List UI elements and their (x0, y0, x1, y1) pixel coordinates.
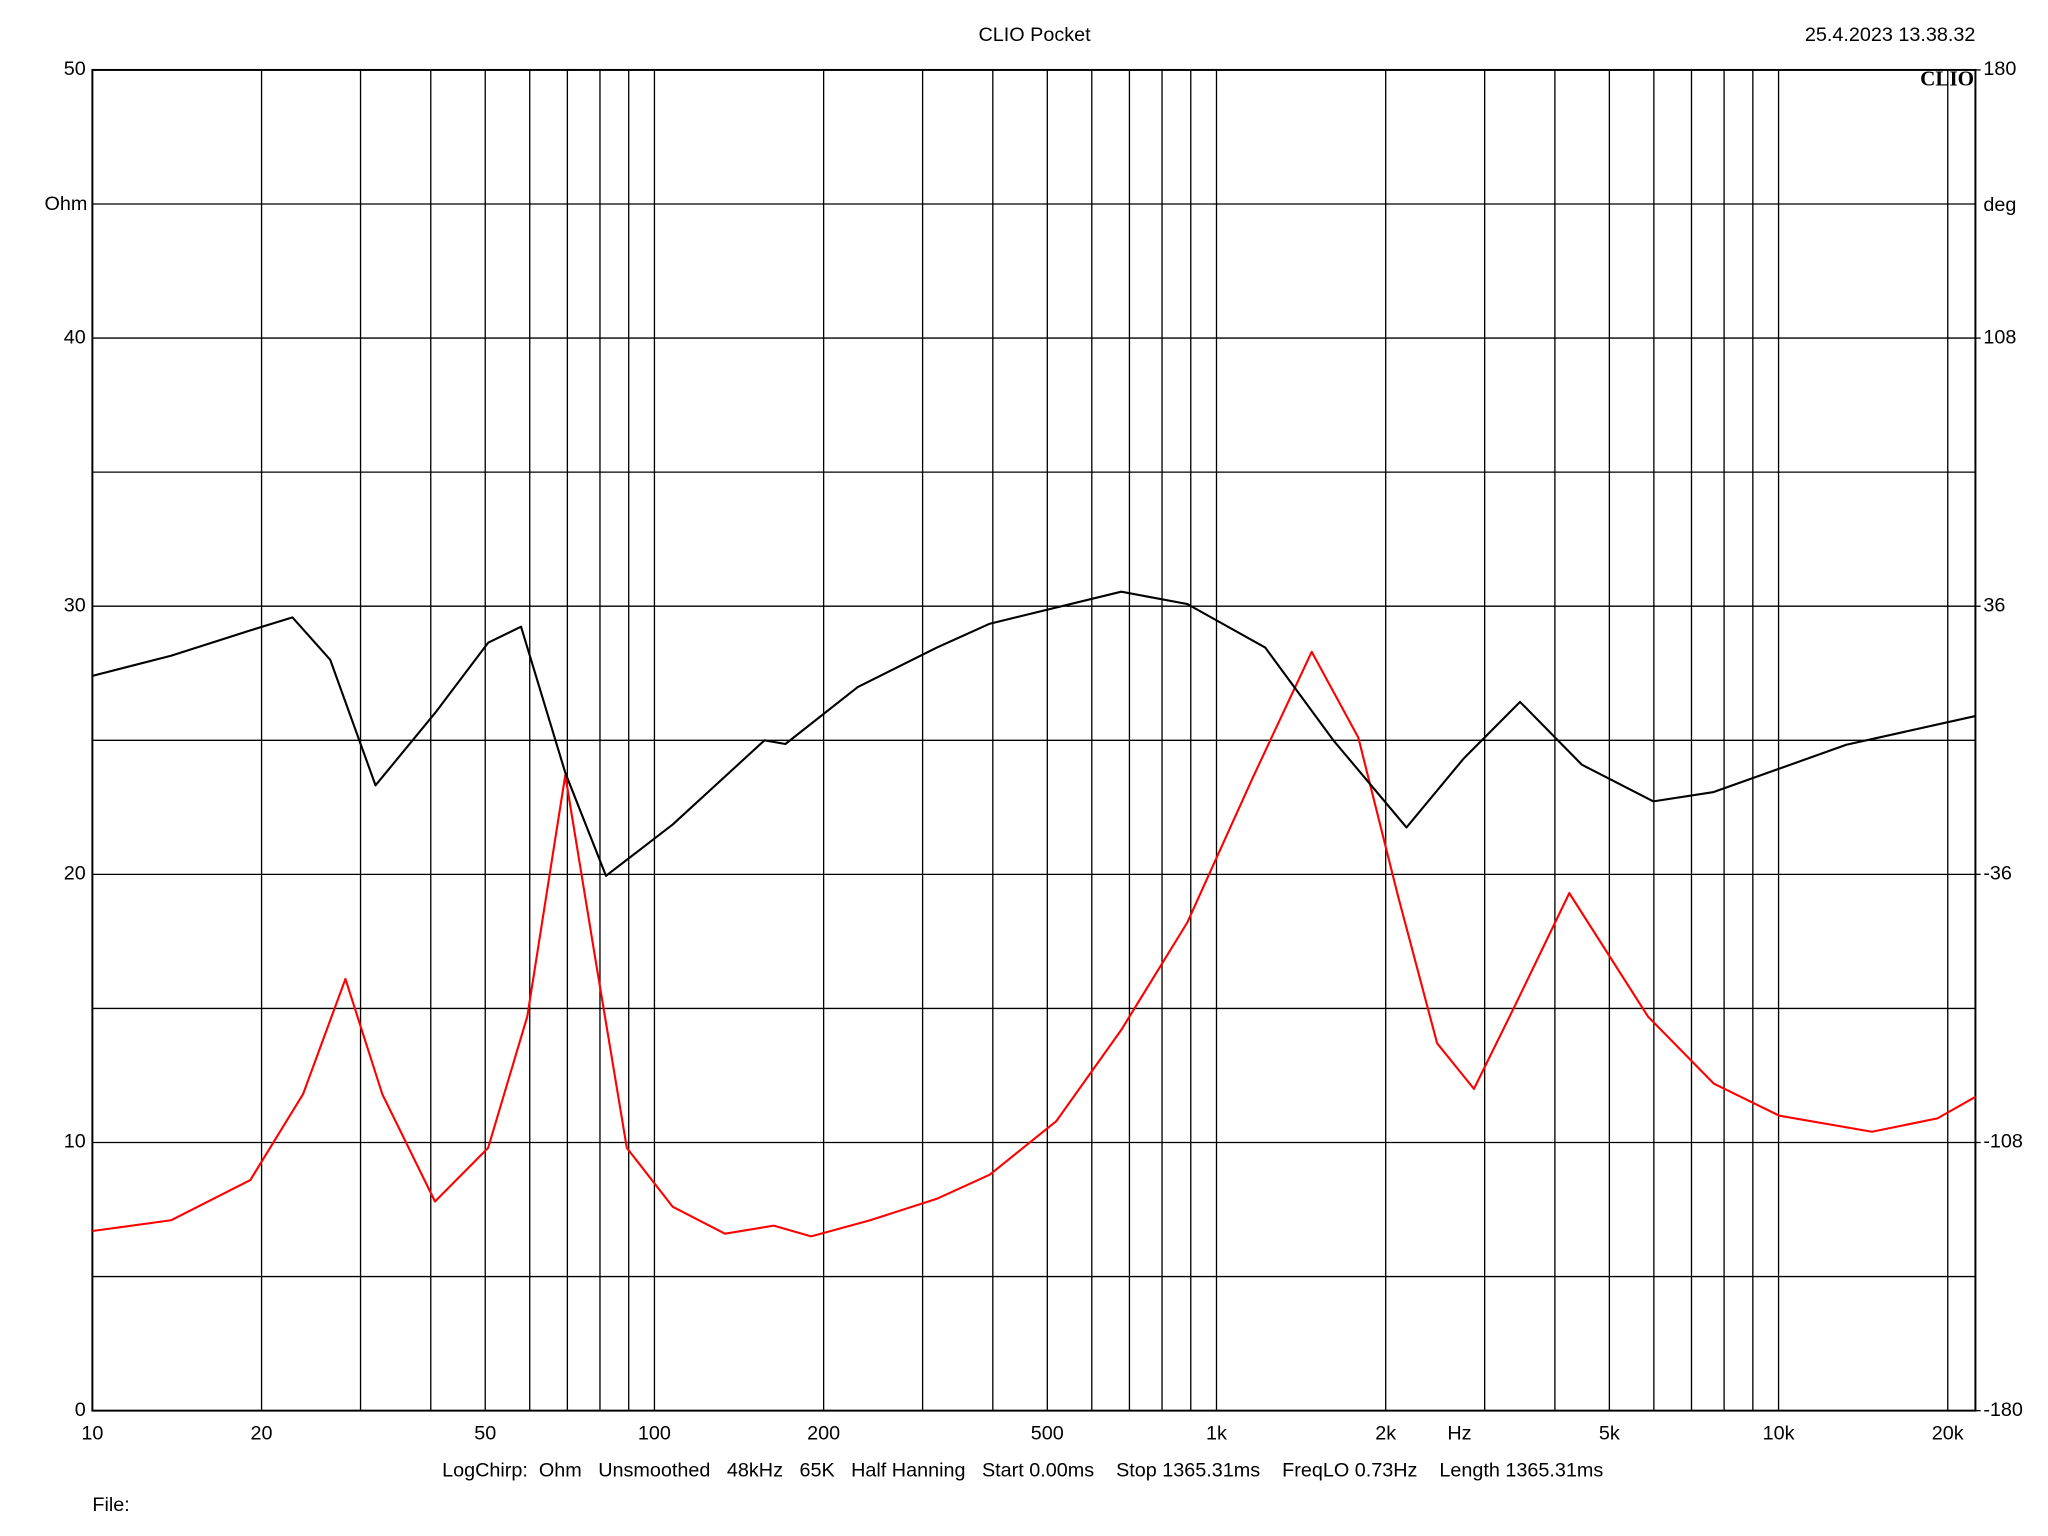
x-tick-label: 50 (474, 1423, 496, 1445)
chart-title: CLIO Pocket (978, 24, 1091, 46)
y-axis-label: Ohm (45, 193, 88, 215)
line-series (92, 590, 1976, 877)
y-tick-label: 0 (75, 1399, 86, 1421)
x-tick-label: 100 (638, 1423, 671, 1445)
x-tick-label: 500 (1031, 1423, 1064, 1445)
x-tick-label: 10 (81, 1423, 103, 1445)
y2-tick-label: -180 (1983, 1399, 2023, 1421)
y-tick-label: 30 (64, 594, 86, 616)
y-tick-label: 20 (64, 863, 86, 885)
x-tick-label: 10k (1763, 1423, 1795, 1445)
y2-tick-label: 36 (1983, 594, 2005, 616)
plot-frame (91, 68, 1977, 1412)
x-tick-label: 2k (1375, 1423, 1396, 1445)
y2-axis-label: deg (1983, 194, 2016, 216)
x-axis-label: Hz (1447, 1423, 1471, 1445)
y-tick-label: 10 (64, 1131, 86, 1153)
y2-tick-label: 108 (1983, 326, 2016, 348)
y-tick-label: 50 (64, 58, 86, 80)
x-tick-label: 5k (1599, 1423, 1620, 1445)
footer: LogChirp: Ohm Unsmoothed 48kHz 65K Half … (442, 1460, 1603, 1482)
y2-tick-label: 180 (1983, 58, 2016, 80)
x-tick-label: 20k (1932, 1423, 1964, 1445)
x-tick-label: 200 (807, 1423, 840, 1445)
y2-tick-label: -36 (1983, 863, 2012, 885)
x-tick-label: 20 (251, 1423, 273, 1445)
y-tick-label: 40 (64, 326, 86, 348)
x-tick-label: 1k (1206, 1423, 1227, 1445)
timestamp: 25.4.2023 13.38.32 (1805, 24, 1976, 46)
line-series (92, 650, 1976, 1238)
y2-tick-label: -108 (1983, 1131, 2023, 1153)
file-label: File: (92, 1494, 129, 1516)
